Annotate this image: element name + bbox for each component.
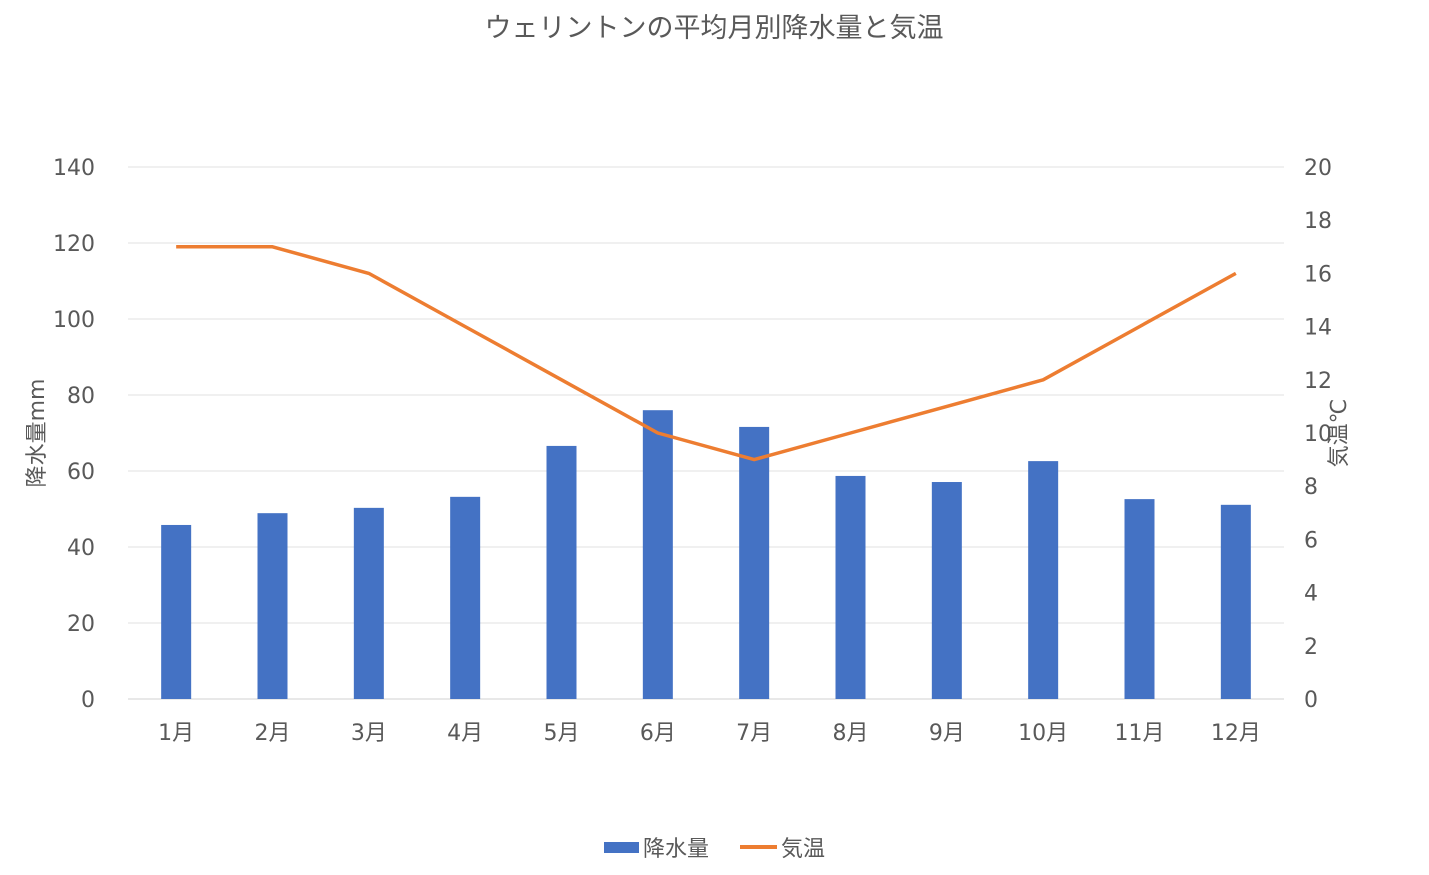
left-tick-label: 140 — [53, 156, 95, 181]
bar — [836, 476, 866, 699]
x-tick-label: 7月 — [736, 721, 772, 746]
bar — [932, 482, 962, 699]
bar — [739, 427, 769, 699]
right-tick-label: 0 — [1304, 688, 1318, 713]
left-tick-label: 100 — [53, 308, 95, 333]
x-tick-label: 9月 — [929, 721, 965, 746]
right-tick-label: 2 — [1304, 635, 1318, 660]
y-axis-label-right: 気温℃ — [1327, 399, 1352, 468]
x-tick-label: 6月 — [640, 721, 676, 746]
bar — [547, 446, 577, 699]
x-tick-label: 5月 — [544, 721, 580, 746]
left-axis-ticks: 0 20 40 60 80 100 120 140 — [53, 156, 95, 713]
x-tick-label: 3月 — [351, 721, 387, 746]
left-tick-label: 40 — [67, 536, 95, 561]
right-tick-label: 16 — [1304, 262, 1332, 287]
x-tick-label: 8月 — [833, 721, 869, 746]
line-series — [176, 247, 1236, 460]
legend-swatch-rainfall — [604, 842, 639, 853]
right-tick-label: 14 — [1304, 316, 1332, 341]
right-tick-label: 4 — [1304, 582, 1318, 607]
x-tick-label: 10月 — [1018, 721, 1068, 746]
x-tick-label: 11月 — [1115, 721, 1165, 746]
bar — [643, 410, 673, 699]
bar — [354, 508, 384, 699]
bar — [1221, 505, 1251, 699]
x-tick-label: 4月 — [447, 721, 483, 746]
gridlines — [128, 167, 1284, 699]
legend-label-rainfall: 降水量 — [643, 837, 709, 862]
right-tick-label: 20 — [1304, 156, 1332, 181]
x-tick-label: 1月 — [158, 721, 194, 746]
left-tick-label: 60 — [67, 460, 95, 485]
temperature-line — [176, 247, 1236, 460]
bar-series — [161, 410, 1251, 699]
legend: 降水量 気温 — [604, 837, 825, 862]
right-tick-label: 12 — [1304, 369, 1332, 394]
bar — [1028, 461, 1058, 699]
bar — [450, 497, 480, 699]
x-tick-label: 2月 — [255, 721, 291, 746]
right-tick-label: 18 — [1304, 209, 1332, 234]
legend-label-temperature: 気温 — [781, 837, 825, 862]
right-tick-label: 8 — [1304, 475, 1318, 500]
y-axis-label-left: 降水量mm — [25, 379, 50, 488]
bar — [258, 513, 288, 699]
x-axis-ticks: 1月 2月 3月 4月 5月 6月 7月 8月 9月 10月 11月 12月 — [158, 721, 1261, 746]
x-tick-label: 12月 — [1211, 721, 1261, 746]
left-tick-label: 120 — [53, 232, 95, 257]
chart-title: ウェリントンの平均月別降水量と気温 — [485, 13, 944, 44]
left-tick-label: 20 — [67, 612, 95, 637]
bar — [1125, 499, 1155, 699]
left-tick-label: 80 — [67, 384, 95, 409]
left-tick-label: 0 — [81, 688, 95, 713]
right-tick-label: 6 — [1304, 528, 1318, 553]
bar — [161, 525, 191, 699]
